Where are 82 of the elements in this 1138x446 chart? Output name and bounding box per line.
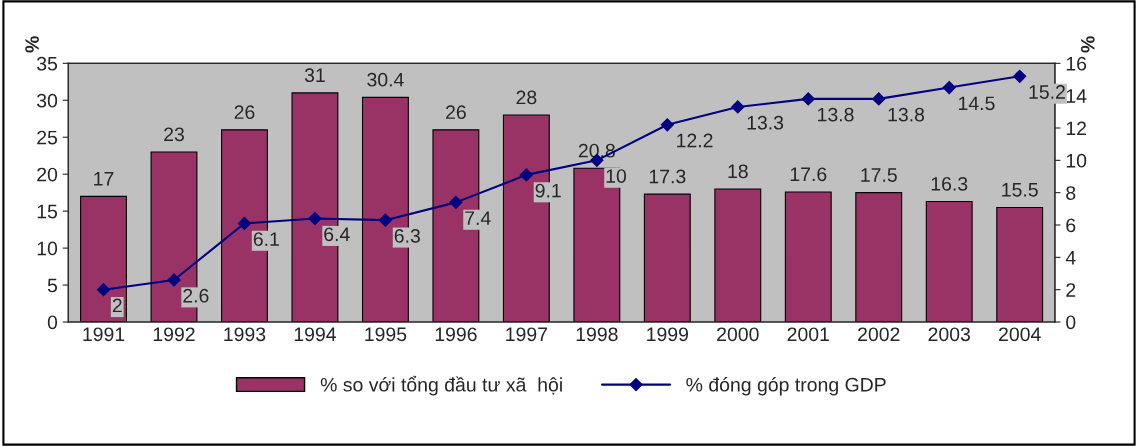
x-tick-label: 2001 — [787, 327, 829, 342]
x-tick-label: 1992 — [153, 327, 195, 342]
point — [801, 92, 815, 106]
data-label: 23 — [164, 127, 184, 142]
point — [942, 80, 956, 95]
point — [519, 168, 533, 182]
y2-tick-label: 12 — [1066, 121, 1086, 136]
y-tick-label: 5 — [47, 278, 58, 293]
y-axis-title: % — [25, 36, 39, 53]
data-label: 17 — [94, 172, 114, 186]
data-label: 2.6 — [183, 288, 209, 303]
y2-tick-label: 6 — [1066, 218, 1076, 233]
data-label: 10 — [606, 169, 627, 183]
data-label: 13.3 — [747, 115, 784, 130]
point — [1013, 69, 1027, 83]
data-label: 13.8 — [818, 107, 854, 122]
data-label: 15.2 — [1029, 85, 1065, 99]
y2-tick-label: 4 — [1065, 251, 1076, 265]
x-tick-label: 2003 — [928, 327, 970, 342]
y-tick-label: 30 — [36, 93, 58, 108]
data-label: 12.2 — [677, 133, 713, 148]
x-tick-label: 1999 — [647, 327, 689, 342]
y-tick-label: 15 — [37, 204, 58, 219]
bar — [784, 191, 832, 323]
data-label: 13.8 — [888, 107, 925, 122]
data-label: 17.3 — [649, 169, 686, 184]
x-tick-label: 2000 — [717, 327, 759, 342]
data-label: 14.5 — [959, 96, 995, 111]
x-tick-label: 2004 — [999, 327, 1041, 342]
x-tick-label: 2002 — [858, 327, 900, 342]
x-tick-label: 1995 — [365, 327, 407, 342]
y-tick-label: 10 — [37, 241, 58, 256]
bar — [855, 192, 903, 323]
data-label: 30.4 — [367, 72, 404, 87]
data-label: 18 — [728, 164, 748, 179]
point — [731, 100, 745, 114]
y2-tick-label: 8 — [1066, 186, 1076, 200]
y2-tick-label: 16 — [1066, 56, 1087, 71]
point — [872, 92, 886, 106]
data-label: 7.4 — [465, 211, 491, 225]
y-tick-label: 25 — [37, 130, 58, 145]
x-tick-label: 1997 — [506, 327, 548, 342]
y-tick-label: 20 — [37, 167, 58, 182]
x-tick-label: 1991 — [83, 327, 125, 342]
bar — [714, 188, 762, 323]
data-label: 26 — [446, 105, 466, 120]
point — [237, 216, 252, 230]
data-label: 9.1 — [535, 183, 561, 198]
point — [96, 283, 111, 297]
y2-tick-label: 14 — [1066, 89, 1087, 103]
y-tick-label: 35 — [36, 56, 58, 71]
data-label: 17.5 — [861, 168, 897, 182]
y2-tick-label: 10 — [1066, 153, 1087, 168]
y2-tick-label: 2 — [1066, 283, 1076, 297]
bar — [643, 193, 691, 323]
point — [378, 213, 393, 227]
data-label: 2 — [112, 298, 122, 313]
y2-tick-label: 0 — [1066, 315, 1076, 330]
point — [449, 195, 463, 209]
point — [660, 118, 674, 132]
data-label: 16.3 — [931, 176, 968, 191]
x-tick-label: 1994 — [294, 327, 336, 342]
data-label: 6.1 — [253, 232, 279, 247]
data-label: 31 — [304, 68, 325, 83]
y-tick-label: 0 — [47, 315, 58, 330]
data-label: 6.3 — [394, 229, 420, 243]
bar — [925, 200, 973, 323]
data-label: 17.6 — [790, 167, 827, 182]
x-tick-label: 1993 — [224, 327, 266, 342]
data-label: 15.5 — [1002, 183, 1038, 197]
data-label: 26 — [234, 105, 255, 120]
data-label: 28 — [516, 90, 537, 105]
bar — [996, 206, 1044, 323]
x-tick-label: 1998 — [576, 327, 618, 342]
point — [167, 273, 181, 287]
point — [308, 211, 322, 226]
data-label: 6.4 — [324, 227, 350, 242]
legend-label: % so với tổng đầu tư xã hội — [320, 375, 562, 396]
y2-axis-title: % — [1080, 36, 1095, 53]
x-tick-label: 1996 — [435, 327, 477, 342]
legend-label: % đóng góp trong GDP — [686, 377, 886, 396]
bar — [80, 195, 127, 323]
